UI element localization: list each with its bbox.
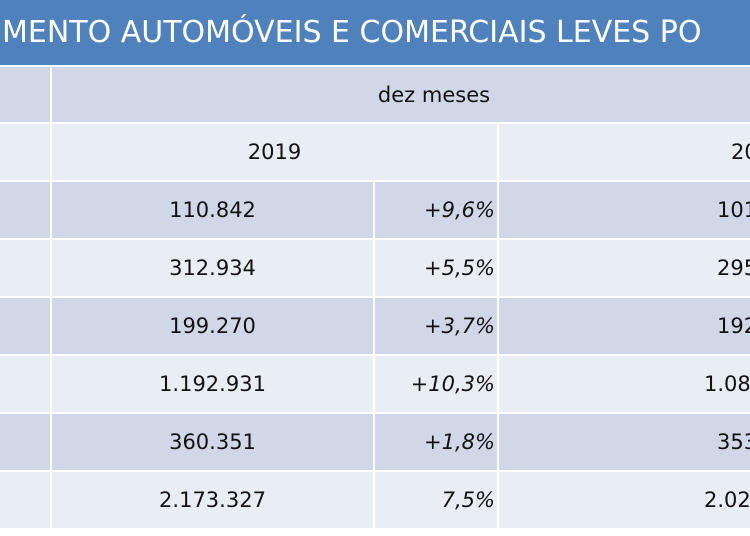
value-cell: 295 xyxy=(499,240,750,296)
row-label-blank xyxy=(0,182,50,238)
value-cell: 101 xyxy=(499,182,750,238)
row-label-blank xyxy=(0,472,50,528)
row-label-blank xyxy=(0,298,50,354)
year-header: 2019 xyxy=(52,124,497,180)
header-blank xyxy=(0,124,50,180)
row-label-blank xyxy=(0,414,50,470)
change-cell: +5,5% xyxy=(375,240,497,296)
change-cell: +1,8% xyxy=(375,414,497,470)
header-blank xyxy=(0,67,50,122)
row-label-blank xyxy=(0,356,50,412)
value-cell: 360.351 xyxy=(52,414,373,470)
value-cell: 2.173.327 xyxy=(52,472,373,528)
value-cell: 1.192.931 xyxy=(52,356,373,412)
value-cell: 2.02 xyxy=(499,472,750,528)
change-cell: +3,7% xyxy=(375,298,497,354)
change-cell: +10,3% xyxy=(375,356,497,412)
value-cell: 353 xyxy=(499,414,750,470)
value-cell: 192 xyxy=(499,298,750,354)
value-cell: 110.842 xyxy=(52,182,373,238)
change-cell: +9,6% xyxy=(375,182,497,238)
title-bar: MENTO AUTOMÓVEIS E COMERCIAIS LEVES PO xyxy=(0,0,750,65)
value-cell: 1.08 xyxy=(499,356,750,412)
year-header: 20 xyxy=(499,124,750,180)
row-label-blank xyxy=(0,240,50,296)
change-cell: 7,5% xyxy=(375,472,497,528)
value-cell: 312.934 xyxy=(52,240,373,296)
group-header: dez meses xyxy=(52,67,750,122)
value-cell: 199.270 xyxy=(52,298,373,354)
